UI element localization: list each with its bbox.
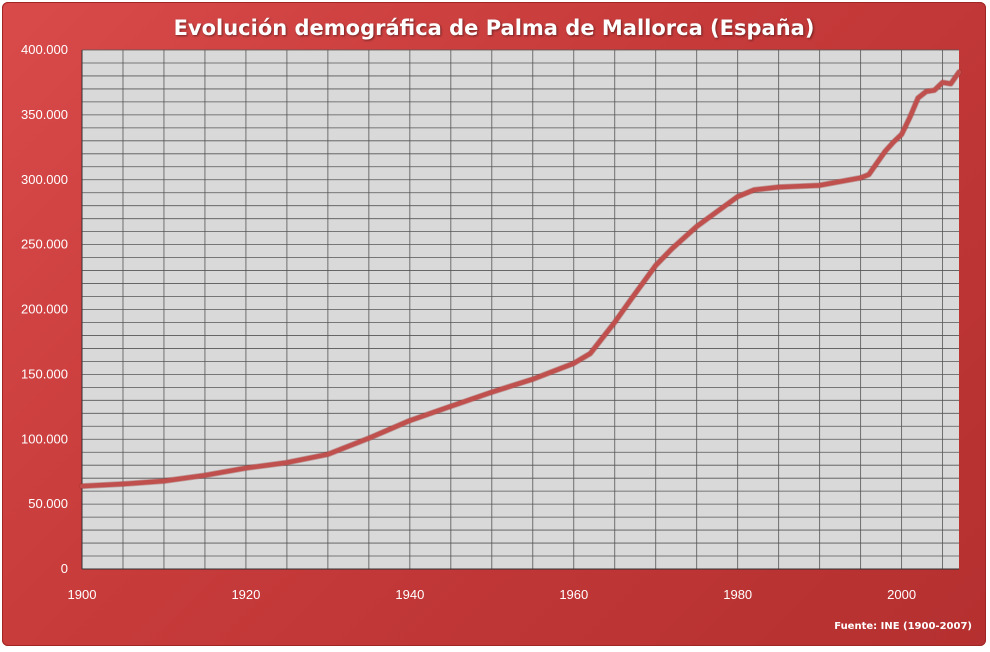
x-tick-label: 1960 [559,587,588,602]
y-tick-label: 400.000 [21,42,68,57]
y-tick-label: 350.000 [21,107,68,122]
y-tick-label: 50.000 [28,496,68,511]
series-line [79,69,962,489]
y-tick-label: 300.000 [21,172,68,187]
x-tick-label: 2000 [887,587,916,602]
chart-title: Evolución demográfica de Palma de Mallor… [173,16,815,40]
x-tick-label: 1940 [395,587,424,602]
y-tick-label: 250.000 [21,237,68,252]
y-tick-label: 150.000 [21,366,68,381]
y-tick-label: 100.000 [21,431,68,446]
x-tick-label: 1900 [68,587,97,602]
source-note: Fuente: INE (1900-2007) [834,621,972,632]
y-tick-label: 0 [61,561,68,576]
y-tick-label: 200.000 [21,302,68,317]
x-tick-label: 1980 [723,587,752,602]
x-tick-label: 1920 [231,587,260,602]
